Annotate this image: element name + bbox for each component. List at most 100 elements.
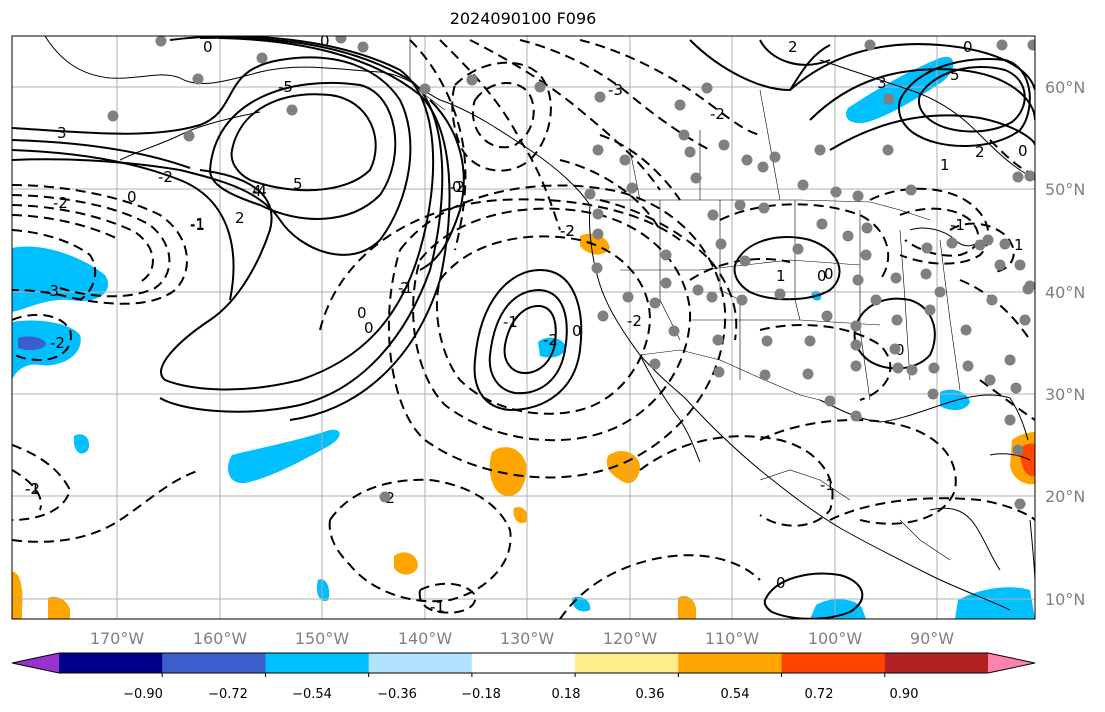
colorbar-segment [59,653,163,673]
contour-label: -2 [710,105,725,123]
shade-cyan-center [538,337,566,358]
colorbar-label: 0.54 [721,687,750,702]
station-marker [286,104,298,116]
contour-dashed-west-low-2 [12,469,42,511]
contour-dashed-west-low [12,313,72,362]
station-marker [769,151,781,163]
map-title: 2024090100 F096 [449,9,597,28]
contour-label: -2 [53,194,68,212]
contour-dashed-south-8 [829,497,1035,521]
contour-solid-ne-inner [917,66,1026,133]
station-marker [757,161,769,173]
shaded-anomaly-regions [12,56,1035,619]
contour-dashed-north-2 [439,39,561,231]
contour-label: -1 [190,215,205,233]
colorbar-segment [368,653,473,673]
shade-cyan-south-1 [810,599,866,619]
border-state-6 [859,210,871,401]
contour-label: 0 [364,319,374,337]
station-marker [192,73,204,85]
contour-labels: 0 0 -5 3 -2 -3 -2 -1 0 0 2 -2 2 -1 -4 5 … [25,32,1028,616]
contour-dashed-center-3 [387,184,727,479]
station-marker [419,83,431,95]
station-marker [1019,314,1031,326]
contour-dashed-east-9 [979,379,1035,421]
contour-dashed-west-trough-3 [12,204,154,283]
station-marker [335,36,347,44]
lon-tick-label: 120°W [603,629,658,648]
contour-solid-se-low [853,297,936,370]
colorbar-label: −0.54 [292,687,332,702]
shade-cyan-west-2 [12,320,81,380]
station-marker [792,243,804,255]
contour-label: 5 [950,66,960,84]
station-marker [994,259,1006,271]
station-marker [739,255,751,267]
lat-tick-label: 40°N [1045,283,1085,302]
contour-dashed-west-trough-4 [12,214,121,241]
station-marker [982,234,994,246]
contour-label: -2 [627,312,642,330]
colorbar-segment [265,653,370,673]
contour-label: 0 [320,32,330,50]
station-marker [592,228,604,240]
coast-aleutians [119,111,261,161]
border-canada-3 [759,89,781,201]
shade-cyan-small-2 [316,579,330,602]
lon-tick-label: 170°W [90,629,145,648]
station-marker [758,202,770,214]
station-marker [1012,171,1024,183]
border-canada-1 [629,149,641,201]
lon-tick-label: 150°W [295,629,350,648]
station-marker [920,268,932,280]
contour-dashed-east-8 [959,279,1031,341]
contour-label: -2 [158,168,173,186]
contour-solid-inner-4 [209,81,397,220]
contour-solid-inner-5 [230,93,377,192]
contour-label: 2 [235,209,245,227]
border-central-1 [899,519,951,561]
contour-dashed-north-1 [409,39,467,251]
contour-label: -2 [450,178,465,196]
coast-west-usa [589,204,686,399]
contour-label: 2 [975,143,985,161]
contour-dashed-west-trough-1 [12,184,188,305]
station-marker [861,222,873,234]
station-marker [883,93,895,105]
contour-solid-center-low-2 [488,288,568,395]
station-marker [946,237,958,249]
station-marker [830,186,842,198]
station-marker [626,182,638,194]
station-marker [905,184,917,196]
station-marker [816,218,828,230]
station-marker [256,52,268,64]
station-marker [692,284,704,296]
contour-label: 2 [400,279,410,297]
station-markers [107,36,1035,510]
contour-dashed-south-3 [328,478,512,603]
station-marker [712,334,724,346]
colorbar-ticks [161,673,886,677]
station-marker [864,39,876,51]
colorbar-outline [11,652,1036,674]
station-marker [1027,39,1035,51]
contour-solid-ridge-1 [160,36,435,391]
lon-tick-label: 160°W [193,629,248,648]
station-marker [906,364,918,376]
station-marker [821,310,833,322]
station-marker [183,130,195,142]
contour-solid-ridge-3 [219,37,451,421]
station-marker [850,410,862,422]
station-marker [379,491,391,503]
contour-solid-south-low [763,572,864,619]
contour-label: 0 [572,322,582,340]
shade-orange-8 [12,571,23,619]
contour-dashed-south-7 [759,419,957,525]
colorbar-label: 0.36 [636,687,665,702]
contour-solid-north-high [12,56,412,256]
station-marker [802,368,814,380]
contour-dashed-south-5 [559,554,761,619]
colorbar-label: 0.18 [552,687,581,702]
station-marker [1010,382,1022,394]
